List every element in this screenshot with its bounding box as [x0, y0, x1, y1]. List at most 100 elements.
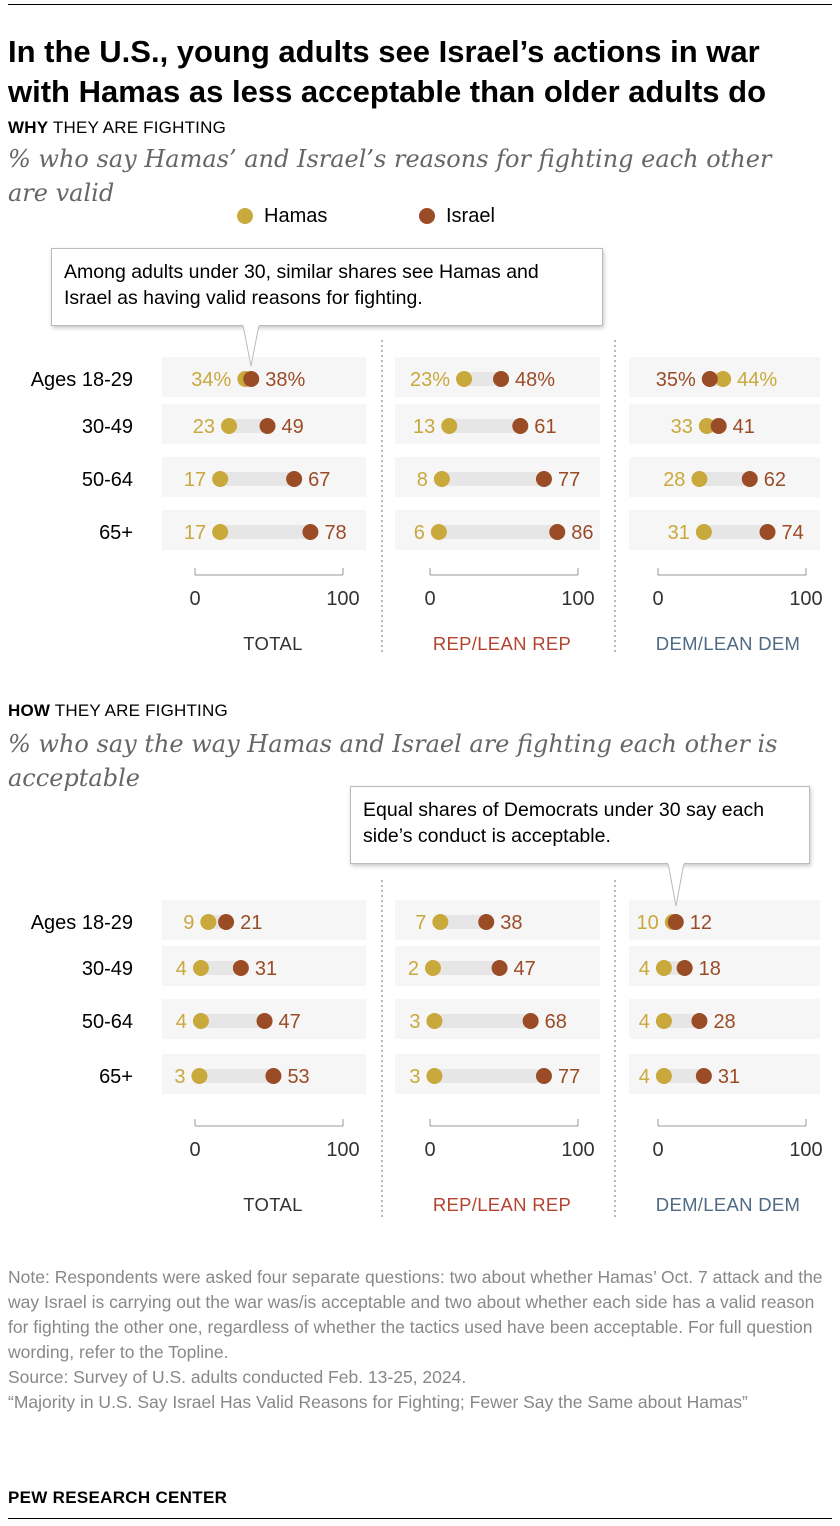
x-tick-label: 100 — [561, 1139, 594, 1161]
x-tick-label: 100 — [789, 1139, 822, 1161]
israel-value-label: 21 — [240, 912, 262, 934]
israel-value-label: 18 — [699, 958, 721, 980]
israel-value-label: 68 — [545, 1011, 567, 1033]
israel-point — [259, 418, 276, 434]
hamas-point — [191, 1068, 208, 1084]
category-label: Ages 18-29 — [31, 369, 133, 391]
hamas-value-label: 33 — [671, 416, 693, 438]
hamas-point — [456, 371, 473, 387]
israel-value-label: 53 — [287, 1066, 309, 1088]
legend-hamas-label: Hamas — [264, 205, 328, 227]
hamas-point — [441, 418, 458, 434]
section-why-kicker-bold: WHY — [8, 118, 49, 137]
hamas-value-label: 3 — [409, 1011, 420, 1033]
israel-value-label: 74 — [782, 522, 804, 544]
israel-value-label: 49 — [282, 416, 304, 438]
bottom-rule — [8, 1518, 832, 1519]
hamas-value-label: 13 — [413, 416, 435, 438]
hamas-value-label: 4 — [639, 1066, 650, 1088]
section-how-subtitle: % who say the way Hamas and Israel are f… — [8, 730, 778, 792]
row-band — [162, 357, 366, 397]
israel-value-label: 86 — [571, 522, 593, 544]
callout-why: Among adults under 30, similar shares se… — [51, 248, 603, 326]
israel-point — [522, 1013, 539, 1029]
israel-value-label: 62 — [764, 469, 786, 491]
hamas-value-label: 3 — [174, 1066, 185, 1088]
category-label: 65+ — [99, 522, 133, 544]
israel-point — [512, 418, 529, 434]
legend-israel-dot — [419, 208, 435, 224]
x-tick-label: 100 — [561, 588, 594, 610]
panel-label: REP/LEAN REP — [433, 633, 571, 654]
hamas-value-label: 6 — [414, 522, 425, 544]
hamas-point — [192, 1013, 209, 1029]
israel-value-label: 12 — [690, 912, 712, 934]
callout-how: Equal shares of Democrats under 30 say e… — [350, 786, 810, 864]
hamas-value-label: 3 — [409, 1066, 420, 1088]
israel-value-label: 77 — [558, 1066, 580, 1088]
israel-point — [691, 1013, 708, 1029]
israel-value-label: 48% — [515, 369, 555, 391]
israel-value-label: 41 — [733, 416, 755, 438]
section-why-subtitle: % who say Hamas’ and Israel’s reasons fo… — [8, 145, 772, 207]
panel-label: DEM/LEAN DEM — [656, 1194, 800, 1215]
hamas-value-label: 28 — [663, 469, 685, 491]
hamas-value-label: 34% — [191, 369, 231, 391]
x-tick-label: 100 — [326, 1139, 359, 1161]
hamas-value-label: 23% — [410, 369, 450, 391]
israel-point — [256, 1013, 273, 1029]
israel-value-label: 78 — [324, 522, 346, 544]
x-tick-label: 0 — [652, 588, 663, 610]
hamas-value-label: 2 — [408, 958, 419, 980]
hamas-value-label: 7 — [415, 912, 426, 934]
x-tick-label: 0 — [652, 1139, 663, 1161]
israel-point — [759, 524, 776, 540]
note-text: Note: Respondents were asked four separa… — [8, 1267, 823, 1362]
israel-point — [491, 960, 508, 976]
hamas-value-label: 31 — [668, 522, 690, 544]
section-how-kicker-rest: THEY ARE FIGHTING — [50, 701, 228, 720]
israel-point — [218, 914, 235, 930]
hamas-point — [200, 914, 217, 930]
hamas-point — [192, 960, 209, 976]
israel-value-label: 47 — [279, 1011, 301, 1033]
hamas-point — [433, 471, 450, 487]
legend-israel-label: Israel — [446, 205, 495, 227]
israel-value-label: 67 — [308, 469, 330, 491]
panel-label: TOTAL — [243, 1194, 302, 1215]
section-why-kicker-rest: THEY ARE FIGHTING — [48, 118, 226, 137]
israel-point — [549, 524, 566, 540]
israel-point — [243, 371, 260, 387]
category-label: 30-49 — [82, 416, 133, 438]
israel-value-label: 31 — [255, 958, 277, 980]
why-fighting-chart: Ages 18-29 30-49 50-64 65+ 34% 38% 23 49 17 67 17 7… — [31, 340, 823, 654]
hamas-value-label: 4 — [176, 958, 187, 980]
hamas-point — [691, 471, 708, 487]
hamas-value-label: 17 — [184, 522, 206, 544]
hamas-value-label: 4 — [639, 1011, 650, 1033]
legend-hamas-dot — [237, 208, 253, 224]
category-label: 65+ — [99, 1066, 133, 1088]
israel-point — [265, 1068, 282, 1084]
hamas-point — [426, 1068, 443, 1084]
hamas-point — [695, 524, 712, 540]
hamas-point — [655, 960, 672, 976]
israel-point — [302, 524, 319, 540]
section-how-kicker: HOW THEY ARE FIGHTING — [8, 701, 228, 721]
israel-value-label: 28 — [713, 1011, 735, 1033]
x-tick-label: 0 — [424, 1139, 435, 1161]
israel-point — [535, 1068, 552, 1084]
israel-point — [676, 960, 693, 976]
israel-point — [535, 471, 552, 487]
israel-point — [286, 471, 303, 487]
israel-value-label: 47 — [514, 958, 536, 980]
hamas-point — [655, 1013, 672, 1029]
category-label: Ages 18-29 — [31, 912, 133, 934]
hamas-point — [698, 418, 715, 434]
israel-point — [701, 371, 718, 387]
israel-point — [232, 960, 249, 976]
israel-value-label: 31 — [718, 1066, 740, 1088]
israel-point — [695, 1068, 712, 1084]
hamas-value-label: 4 — [176, 1011, 187, 1033]
